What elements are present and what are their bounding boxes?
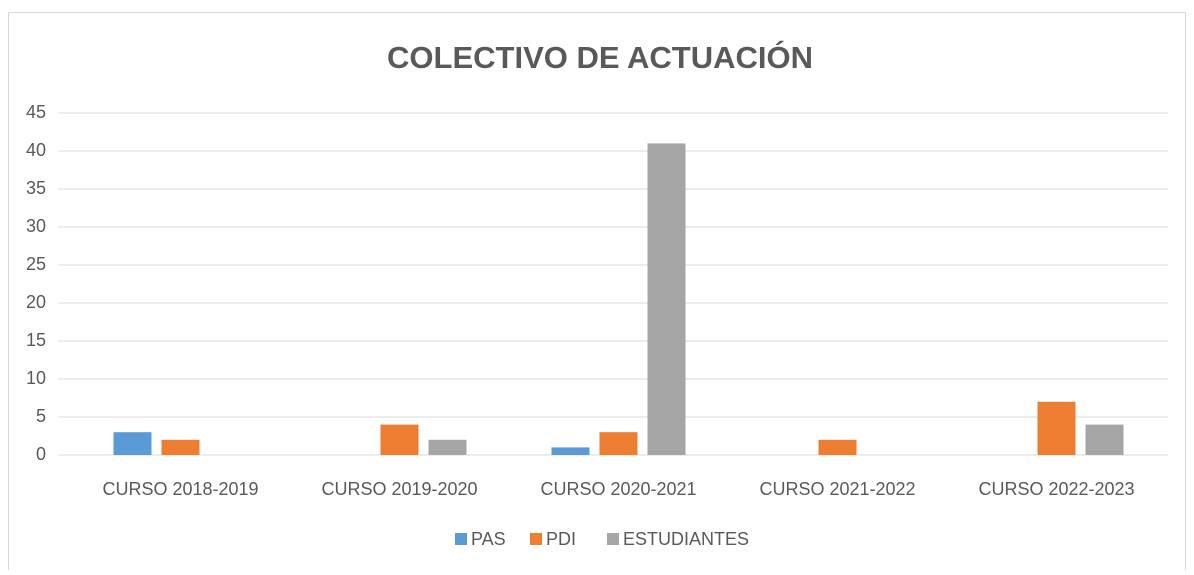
y-tick-label: 10 [26, 368, 46, 388]
y-tick-label: 45 [26, 102, 46, 122]
y-tick-label: 40 [26, 140, 46, 160]
bar [428, 439, 467, 455]
x-tick-label: CURSO 2018-2019 [102, 479, 258, 499]
bar [380, 424, 419, 455]
bar [818, 439, 857, 455]
bar [599, 432, 638, 455]
legend-swatch [607, 533, 619, 545]
legend-label: ESTUDIANTES [623, 529, 749, 549]
y-tick-label: 25 [26, 254, 46, 274]
bar [1085, 424, 1124, 455]
bar [551, 447, 590, 455]
chart-title: COLECTIVO DE ACTUACIÓN [387, 39, 813, 75]
y-tick-label: 30 [26, 216, 46, 236]
bar [1037, 401, 1076, 455]
y-tick-label: 5 [36, 406, 46, 426]
y-tick-label: 20 [26, 292, 46, 312]
y-tick-label: 15 [26, 330, 46, 350]
x-tick-label: CURSO 2022-2023 [978, 479, 1134, 499]
bar [113, 432, 152, 455]
legend-swatch [455, 533, 467, 545]
x-tick-label: CURSO 2020-2021 [540, 479, 696, 499]
legend-label: PDI [546, 529, 576, 549]
x-tick-label: CURSO 2021-2022 [759, 479, 915, 499]
bar [161, 439, 200, 455]
y-tick-label: 35 [26, 178, 46, 198]
y-tick-label: 0 [36, 444, 46, 464]
legend-swatch [530, 533, 542, 545]
bar [647, 143, 686, 455]
x-tick-label: CURSO 2019-2020 [321, 479, 477, 499]
chart-border [8, 12, 1186, 575]
legend-label: PAS [471, 529, 506, 549]
